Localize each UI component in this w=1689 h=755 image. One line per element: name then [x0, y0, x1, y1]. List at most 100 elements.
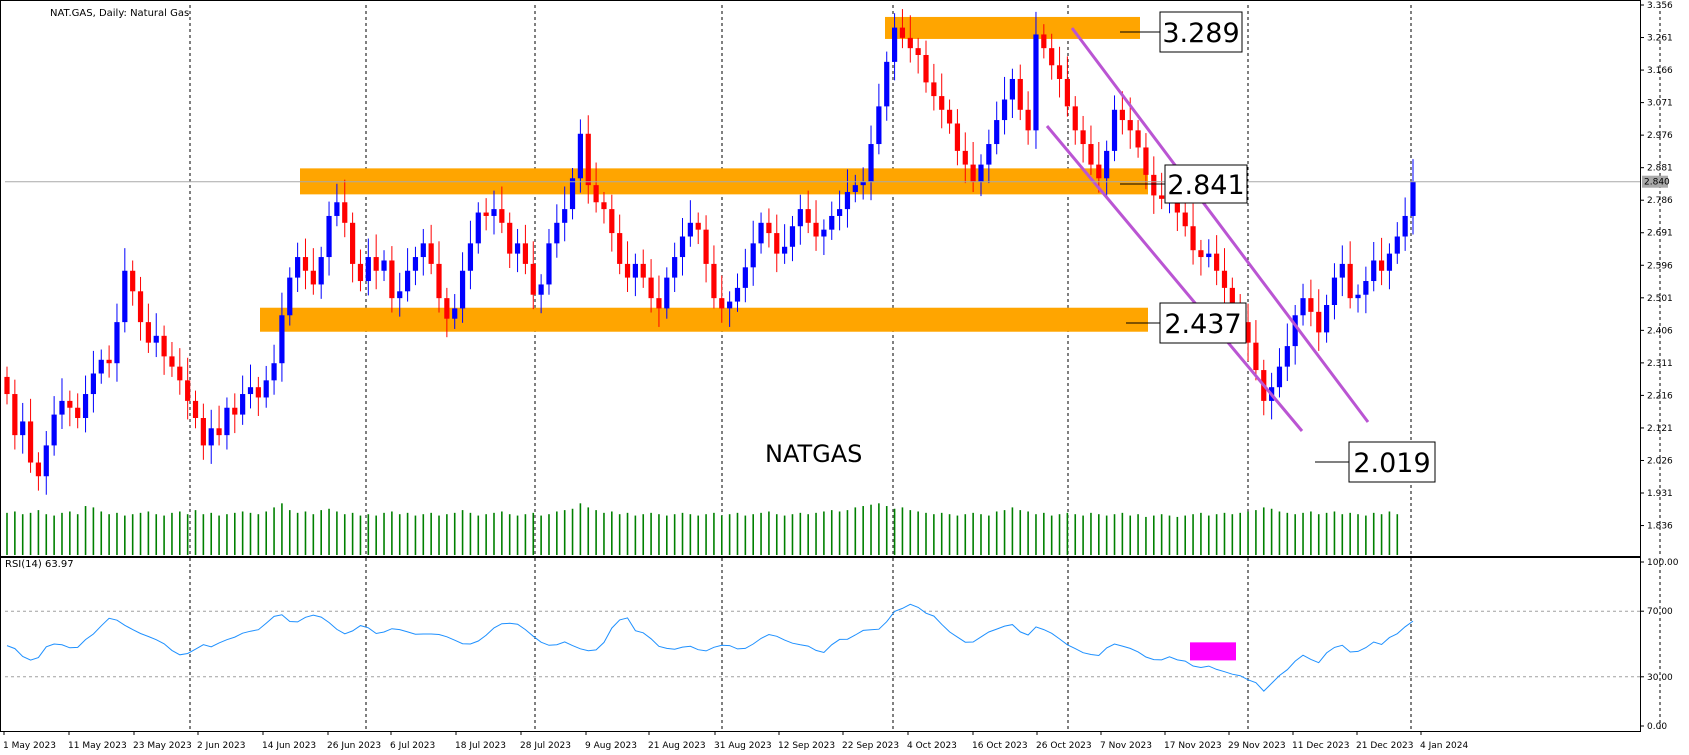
bear-candle: [145, 322, 151, 343]
bull-candle: [852, 185, 858, 192]
level-callout-label: 2.437: [1164, 309, 1241, 340]
rsi-tick-label: 30.00: [1647, 673, 1673, 683]
rsi-tick-label: 100.00: [1647, 558, 1679, 568]
price-tick-label: 1.836: [1647, 522, 1673, 532]
price-tick-label: 2.786: [1647, 196, 1673, 206]
bull-candle: [1104, 150, 1110, 179]
bull-candle: [1363, 281, 1369, 295]
bull-candle: [1300, 298, 1306, 316]
price-tick-label: 3.356: [1647, 1, 1673, 11]
date-tick-label: 2 Jun 2023: [197, 741, 245, 751]
bull-candle: [467, 243, 474, 271]
bear-candle: [200, 418, 206, 446]
date-tick-label: 4 Oct 2023: [907, 741, 957, 751]
bear-candle: [1182, 212, 1188, 227]
bear-candle: [350, 222, 356, 264]
bull-candle: [782, 246, 788, 254]
bear-candle: [483, 212, 489, 216]
date-tick-label: 4 Jan 2024: [1420, 741, 1468, 751]
bull-candle: [821, 229, 827, 237]
bull-candle: [734, 287, 741, 302]
bull-candle: [59, 400, 65, 415]
bear-candle: [106, 359, 112, 364]
bear-candle: [130, 270, 136, 292]
bull-candle: [1111, 109, 1118, 151]
date-tick-label: 28 Jul 2023: [520, 741, 571, 751]
bear-candle: [232, 407, 238, 415]
bull-candle: [459, 270, 466, 309]
bull-candle: [1371, 260, 1377, 282]
bear-candle: [67, 400, 73, 408]
bear-candle: [499, 209, 505, 223]
bear-candle: [1064, 78, 1070, 107]
bull-candle: [326, 215, 332, 258]
bull-candle: [295, 257, 301, 278]
falling-channel: [1045, 27, 1370, 432]
bear-candle: [428, 243, 434, 264]
bear-candle: [444, 298, 450, 319]
bull-candle: [279, 315, 285, 364]
bull-candle: [1284, 346, 1290, 367]
bear-candle: [1253, 342, 1259, 371]
bear-candle: [695, 222, 701, 230]
bear-candle: [177, 366, 183, 381]
price-tick-label: 3.166: [1647, 66, 1673, 76]
bear-candle: [1041, 34, 1047, 49]
bull-candle: [1410, 181, 1416, 216]
price-tick-label: 3.261: [1647, 34, 1673, 44]
bull-candle: [860, 181, 866, 186]
bull-candle: [789, 226, 796, 247]
bear-candle: [774, 233, 780, 254]
bull-candle: [876, 106, 882, 145]
channel-line: [1045, 125, 1304, 432]
bull-candle: [318, 257, 324, 285]
bear-candle: [1025, 109, 1031, 131]
bull-candle: [271, 363, 277, 381]
symbol-header: NAT.GAS, Daily: Natural Gas: [50, 8, 189, 19]
bull-candle: [224, 407, 230, 436]
price-tick-label: 2.691: [1647, 229, 1673, 239]
symbol-overlay-text: NATGAS: [765, 440, 862, 468]
bear-candle: [624, 263, 631, 278]
price-tick-label: 2.596: [1647, 261, 1673, 271]
bear-candle: [1221, 270, 1228, 288]
bear-candle: [1347, 263, 1353, 299]
bull-candle: [43, 445, 49, 477]
bear-candle: [1151, 174, 1157, 196]
bull-candle: [562, 209, 568, 223]
bull-candle: [679, 236, 686, 258]
bear-candle: [954, 123, 961, 151]
date-tick-label: 29 Nov 2023: [1228, 741, 1286, 751]
bear-candle: [75, 407, 81, 419]
bear-candle: [585, 133, 591, 186]
volume-bars: [6, 503, 1399, 555]
rsi-header: RSI(14) 63.97: [5, 559, 74, 570]
bear-candle: [342, 202, 348, 223]
bear-candle: [161, 335, 167, 357]
bear-candle: [656, 298, 662, 309]
bear-candle: [1135, 130, 1141, 148]
rsi-tick-label: 70.00: [1647, 607, 1673, 617]
bull-candle: [884, 61, 890, 107]
date-tick-label: 14 Jun 2023: [262, 741, 316, 751]
bear-candle: [805, 209, 811, 223]
bear-candle: [1245, 322, 1251, 343]
bull-candle: [1355, 294, 1361, 299]
bull-candle: [569, 178, 576, 210]
date-tick-label: 7 Nov 2023: [1100, 741, 1152, 751]
support-resistance-zone: [885, 16, 1140, 39]
bear-candle: [1088, 144, 1094, 165]
date-tick-label: 17 Nov 2023: [1164, 741, 1222, 751]
bull-candle: [420, 243, 426, 258]
bear-candle: [1119, 109, 1125, 121]
bull-candle: [51, 414, 57, 446]
channel-line: [1070, 27, 1370, 423]
bear-candle: [640, 263, 646, 278]
bear-candle: [907, 37, 913, 49]
level-callout-label: 2.019: [1353, 448, 1430, 479]
bull-candle: [1331, 277, 1338, 305]
rsi-panel-frame: [0, 557, 1641, 732]
bull-candle: [90, 373, 97, 395]
bear-candle: [192, 400, 199, 419]
